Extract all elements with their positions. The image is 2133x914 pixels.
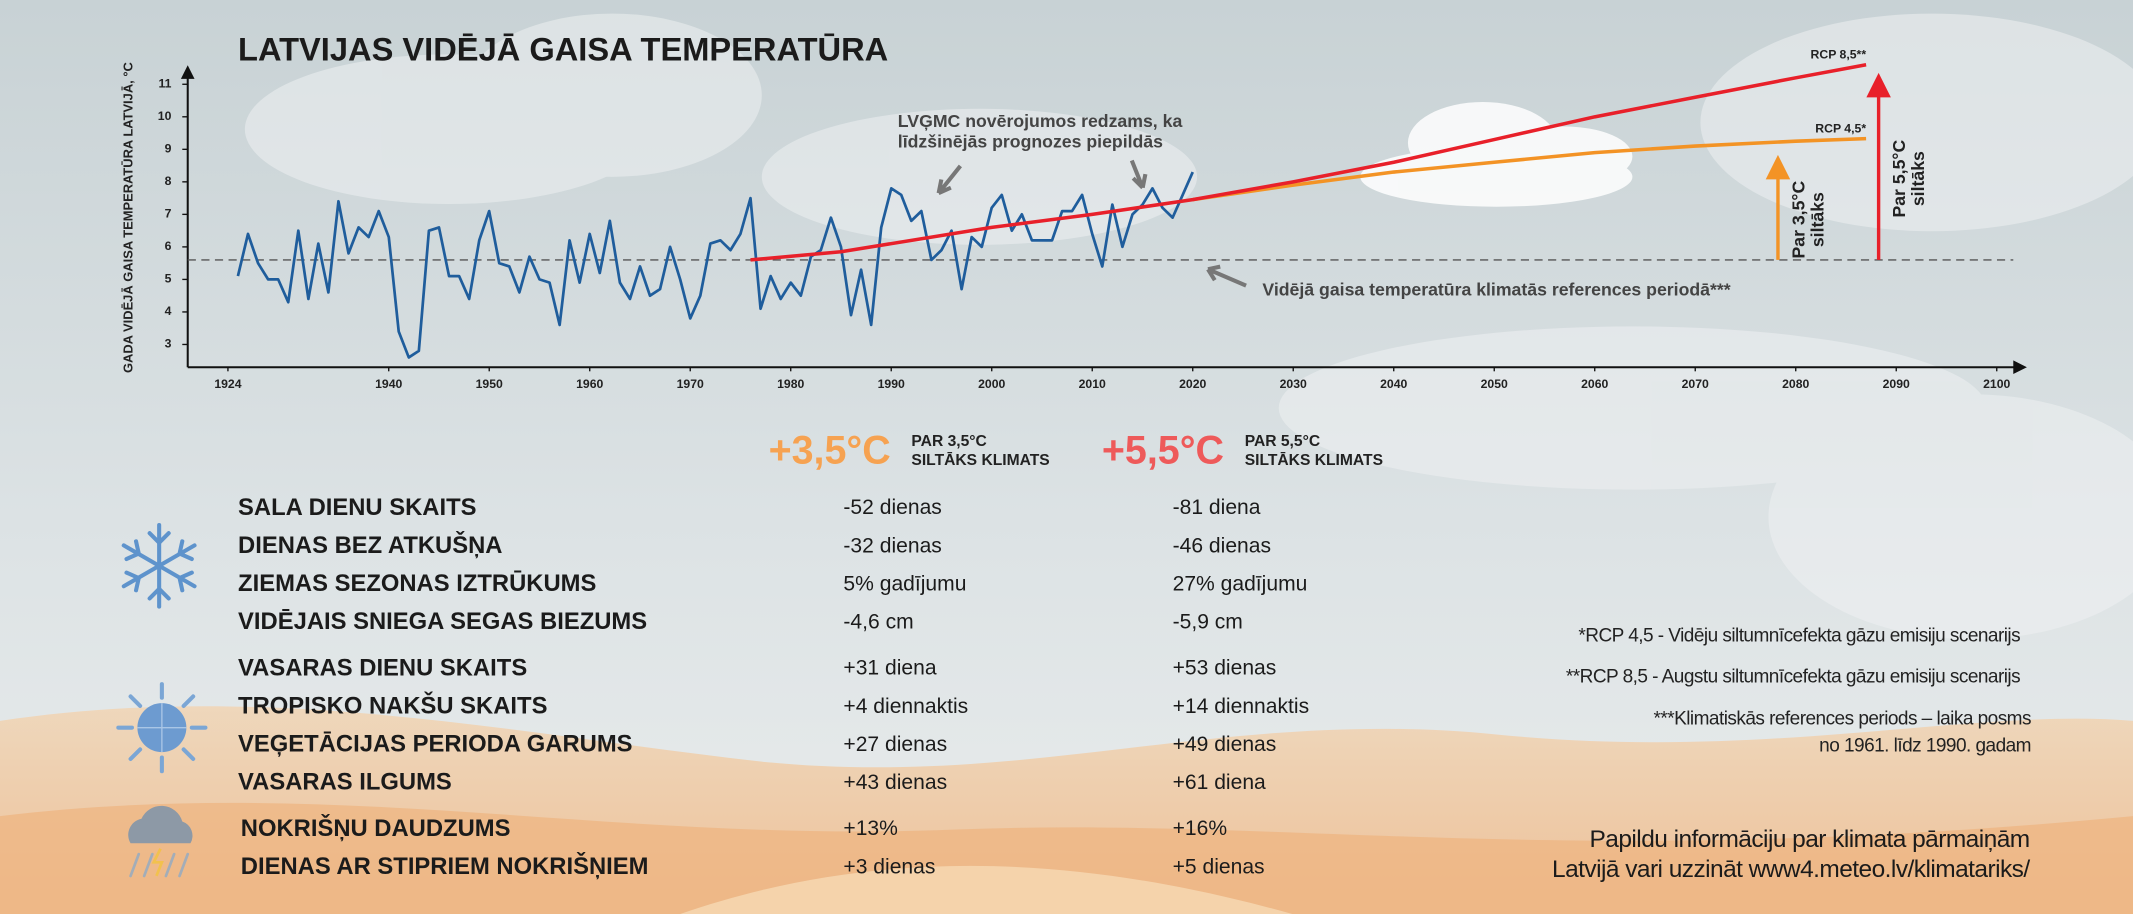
indicator-value: -46 dienas	[1173, 534, 1271, 557]
indicator-value: +3 dienas	[843, 855, 935, 878]
x-tick-label: 2080	[1782, 377, 1809, 391]
y-tick-label: 3	[165, 337, 172, 351]
x-tick-label: 2060	[1581, 377, 1608, 391]
footnote: *RCP 4,5 - Vidēju siltumnīcefekta gāzu e…	[1578, 626, 2020, 647]
x-tick-label: 2070	[1682, 377, 1709, 391]
chart-title: LATVIJAS VIDĒJĀ GAISA TEMPERATŪRA	[238, 30, 888, 67]
scenario-label: PAR 5,5°C	[1245, 433, 1320, 450]
indicator-value: -5,9 cm	[1173, 610, 1243, 633]
page: {"chart_data": { "type": "line", "title"…	[0, 0, 2133, 914]
footnote: no 1961. līdz 1990. gadam	[1819, 736, 2031, 757]
scenario-label: SILTĀKS KLIMATS	[1245, 450, 1383, 469]
indicator-value: +53 dienas	[1173, 657, 1277, 680]
indicator-value: +16%	[1173, 817, 1228, 840]
scenario-label: PAR 3,5°C	[911, 433, 986, 450]
warming-label: siltāks	[1807, 192, 1827, 247]
indicator-value: +14 diennaktis	[1173, 695, 1310, 718]
indicator-label: ZIEMAS SEZONAS IZTRŪKUMS	[238, 570, 596, 597]
warming-label: Par 3,5°C	[1788, 181, 1808, 259]
y-tick-label: 4	[165, 304, 172, 318]
y-tick-label: 7	[165, 207, 172, 221]
footnote: **RCP 8,5 - Augstu siltumnīcefekta gāzu …	[1566, 666, 2020, 687]
indicator-label: VEĢETĀCIJAS PERIODA GARUMS	[238, 731, 632, 758]
x-tick-label: 1960	[576, 377, 603, 391]
scenario-value: +5,5°C	[1102, 428, 1224, 472]
indicator-value: +49 dienas	[1173, 733, 1277, 756]
x-tick-label: 2090	[1883, 377, 1910, 391]
x-tick-label: 1990	[878, 377, 905, 391]
scenario-value: +3,5°C	[769, 428, 891, 472]
warming-label: Par 5,5°C	[1889, 140, 1909, 218]
indicator-value: +31 diena	[843, 657, 936, 680]
indicator-value: -52 dienas	[843, 496, 941, 519]
x-tick-label: 2030	[1280, 377, 1307, 391]
indicator-label: SALA DIENU SKAITS	[238, 494, 476, 521]
indicator-label: DIENAS AR STIPRIEM NOKRIŠŅIEM	[241, 852, 649, 880]
infographic: LATVIJAS VIDĒJĀ GAISA TEMPERATŪRA GADA V…	[0, 0, 2133, 914]
indicator-value: 27% gadījumu	[1173, 572, 1308, 595]
x-tick-label: 1940	[375, 377, 402, 391]
y-tick-label: 8	[165, 174, 172, 188]
series-label: RCP 4,5*	[1815, 121, 1866, 135]
indicator-value: +43 dienas	[843, 771, 947, 794]
y-tick-label: 11	[158, 77, 171, 91]
indicator-value: +13%	[843, 817, 898, 840]
indicator-label: VIDĒJAIS SNIEGA SEGAS BIEZUMS	[238, 608, 647, 635]
x-tick-label: 2100	[1983, 377, 2010, 391]
x-tick-label: 1970	[677, 377, 704, 391]
indicator-value: +5 dienas	[1173, 855, 1265, 878]
x-tick-label: 1950	[476, 377, 503, 391]
y-tick-label: 6	[165, 239, 172, 253]
y-tick-label: 5	[165, 272, 172, 286]
indicator-value: -81 diena	[1173, 496, 1261, 519]
annotation: LVĢMC novērojumos redzams, ka	[898, 111, 1183, 131]
x-tick-label: 2020	[1179, 377, 1206, 391]
indicator-value: +61 diena	[1173, 771, 1266, 794]
indicator-value: +4 diennaktis	[843, 695, 968, 718]
x-tick-label: 2010	[1079, 377, 1106, 391]
info-text: Latvijā vari uzzināt www4.meteo.lv/klima…	[1552, 856, 2030, 883]
indicator-value: -4,6 cm	[843, 610, 913, 633]
indicator-value: 5% gadījumu	[843, 572, 966, 595]
series-label: RCP 8,5**	[1811, 47, 1867, 61]
indicator-value: +27 dienas	[843, 733, 947, 756]
y-tick-label: 10	[158, 109, 172, 123]
x-tick-label: 1980	[777, 377, 804, 391]
scenario-label: SILTĀKS KLIMATS	[911, 450, 1049, 469]
x-tick-label: 2050	[1481, 377, 1508, 391]
y-tick-label: 9	[165, 142, 172, 156]
indicator-value: -32 dienas	[843, 534, 941, 557]
indicator-label: VASARAS DIENU SKAITS	[238, 654, 527, 681]
indicator-label: TROPISKO NAKŠU SKAITS	[238, 692, 547, 720]
sun-icon	[118, 684, 205, 771]
reference-label: Vidējā gaisa temperatūra klimatās refere…	[1262, 280, 1730, 300]
indicator-label: DIENAS BEZ ATKUŠŅA	[238, 531, 502, 559]
footnote: ***Klimatiskās references periods – laik…	[1654, 709, 2031, 730]
y-axis-label: GADA VIDĒJĀ GAISA TEMPERATŪRA LATVIJĀ, °…	[121, 62, 136, 373]
indicator-label: NOKRIŠŅU DAUDZUMS	[241, 814, 511, 842]
annotation: līdzšinējās prognozes piepildās	[898, 131, 1163, 151]
warming-label: siltāks	[1908, 151, 1928, 206]
info-text: Papildu informāciju par klimata pārmaiņā…	[1590, 826, 2030, 853]
indicator-label: VASARAS ILGUMS	[238, 769, 452, 796]
x-tick-label: 2000	[978, 377, 1005, 391]
x-tick-label: 2040	[1380, 377, 1407, 391]
x-tick-label: 1924	[214, 377, 241, 391]
